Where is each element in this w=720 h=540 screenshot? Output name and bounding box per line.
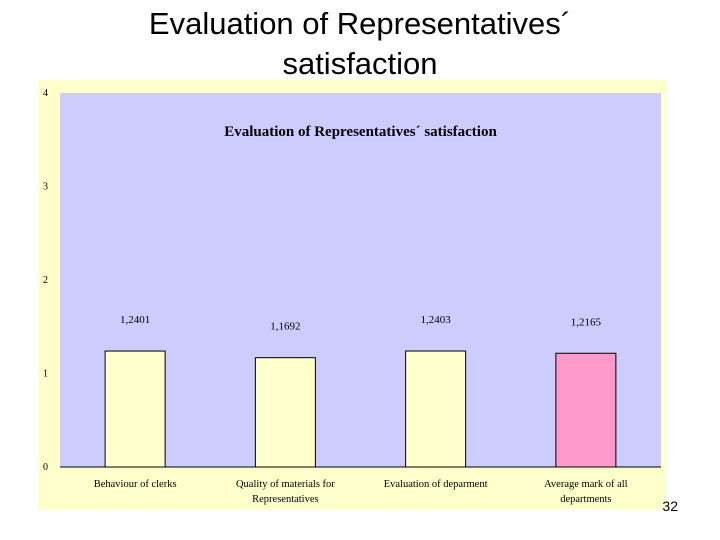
x-tick-label: Quality of materials for (236, 479, 335, 490)
x-tick-label: departments (560, 494, 611, 505)
bar-value-label: 1,2401 (120, 314, 150, 326)
chart-frame: Evaluation of Representatives´ satisfact… (38, 80, 666, 510)
bar-value-label: 1,2403 (421, 314, 452, 326)
bar (555, 352, 617, 468)
bar-chart: Evaluation of Representatives´ satisfact… (43, 88, 661, 505)
x-tick-label: Behaviour of clerks (94, 479, 177, 490)
x-tick-label: Average mark of all (544, 479, 628, 490)
y-tick-label: 4 (43, 88, 48, 99)
x-tick-label: Representatives (252, 494, 318, 505)
slide-title: Evaluation of Representatives´ satisfact… (0, 4, 720, 84)
bar (405, 350, 467, 468)
x-axis-labels: Behaviour of clerks Quality of materials … (94, 479, 628, 505)
bar-series (104, 350, 617, 468)
y-tick-label: 0 (43, 462, 48, 473)
bar (104, 350, 166, 468)
y-tick-label: 1 (43, 369, 48, 380)
bar-value-label: 1,1692 (270, 321, 300, 333)
y-axis-ticks: 0 1 2 3 4 (43, 88, 48, 473)
page-number: 32 (662, 498, 678, 514)
chart-title: Evaluation of Representatives´ satisfact… (224, 124, 497, 140)
bar (254, 357, 316, 468)
y-tick-label: 2 (43, 275, 48, 286)
slide-title-line-1: Evaluation of Representatives´ (148, 6, 572, 41)
y-tick-label: 3 (43, 182, 48, 193)
x-tick-label: Evaluation of deparment (384, 479, 488, 490)
bar-value-label: 1,2165 (571, 316, 602, 328)
slide-title-line-2: satisfaction (282, 46, 438, 81)
data-labels: 1,2401 1,1692 1,2403 1,2165 (120, 314, 602, 333)
